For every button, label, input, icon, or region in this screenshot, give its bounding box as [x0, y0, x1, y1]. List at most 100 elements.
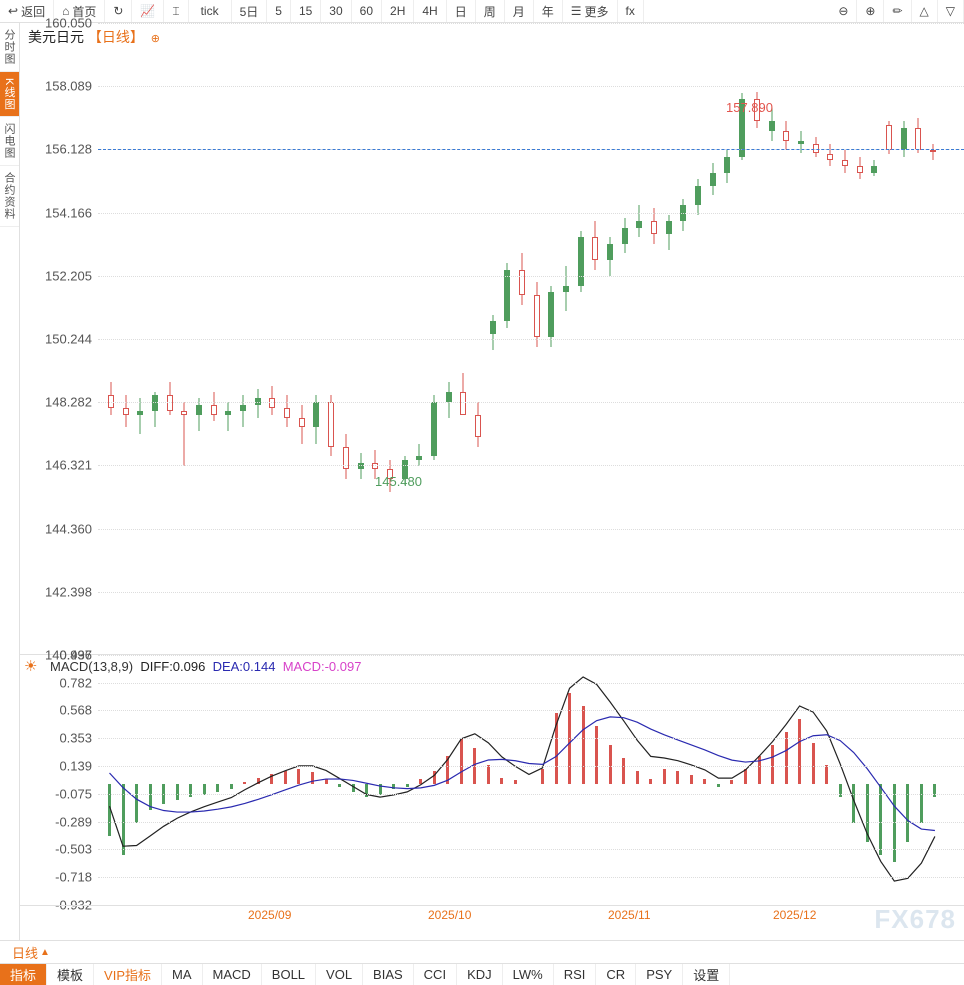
indicator-tab-vip指标[interactable]: VIP指标 — [94, 964, 162, 985]
macd-histogram-bar[interactable] — [297, 769, 300, 785]
refresh-button[interactable]: ↻ — [105, 0, 132, 22]
indicator-tab-lw%[interactable]: LW% — [503, 964, 554, 985]
period-5min-tab[interactable]: 5 — [267, 0, 291, 22]
period-week-tab[interactable]: 周 — [476, 0, 505, 22]
add-indicator-icon[interactable]: ⊕ — [151, 33, 160, 45]
zoom-in-button[interactable]: ⊕ — [857, 0, 884, 22]
indicator-tab-cci[interactable]: CCI — [414, 964, 457, 985]
macd-histogram-bar[interactable] — [744, 769, 747, 785]
macd-histogram-bar[interactable] — [852, 784, 855, 823]
macd-histogram-bar[interactable] — [338, 784, 341, 787]
macd-histogram-bar[interactable] — [717, 784, 720, 787]
macd-histogram-bar[interactable] — [676, 771, 679, 784]
macd-histogram-bar[interactable] — [541, 769, 544, 785]
indicator-tab-psy[interactable]: PSY — [636, 964, 683, 985]
period-15min-tab[interactable]: 15 — [291, 0, 321, 22]
macd-histogram-bar[interactable] — [582, 706, 585, 784]
period-2h-tab[interactable]: 2H — [382, 0, 414, 22]
macd-histogram-bar[interactable] — [798, 719, 801, 784]
price-tick-label: 156.128 — [45, 142, 92, 157]
zoom-out-button[interactable]: ⊖ — [830, 0, 857, 22]
macd-histogram-bar[interactable] — [555, 713, 558, 784]
indicator-tab-指标[interactable]: 指标 — [0, 964, 47, 985]
macd-histogram-bar[interactable] — [500, 778, 503, 784]
macd-histogram-bar[interactable] — [149, 784, 152, 810]
period-year-tab[interactable]: 年 — [534, 0, 563, 22]
sidebar-item-kline[interactable]: K线图 — [0, 72, 19, 117]
chart-type-button[interactable]: 📈 — [132, 0, 164, 22]
indicator-tab-kdj[interactable]: KDJ — [457, 964, 503, 985]
macd-histogram-bar[interactable] — [649, 779, 652, 784]
macd-histogram-bar[interactable] — [230, 784, 233, 789]
macd-histogram-bar[interactable] — [243, 782, 246, 785]
macd-histogram-bar[interactable] — [487, 765, 490, 784]
macd-histogram-bar[interactable] — [270, 774, 273, 784]
macd-histogram-bar[interactable] — [730, 780, 733, 784]
indicator-tab-ma[interactable]: MA — [162, 964, 203, 985]
macd-histogram-bar[interactable] — [636, 771, 639, 784]
macd-histogram-bar[interactable] — [825, 765, 828, 784]
price-tick-label: 148.282 — [45, 395, 92, 410]
period-4h-tab[interactable]: 4H — [414, 0, 446, 22]
macd-histogram-bar[interactable] — [365, 784, 368, 797]
macd-histogram-bar[interactable] — [446, 756, 449, 785]
period-badge[interactable]: 日线 ▲ — [4, 943, 58, 962]
indicator-tab-boll[interactable]: BOLL — [262, 964, 316, 985]
macd-histogram-bar[interactable] — [284, 771, 287, 784]
sidebar-item-contract[interactable]: 合约资料 — [0, 166, 19, 227]
macd-histogram-bar[interactable] — [622, 758, 625, 784]
macd-histogram-bar[interactable] — [812, 743, 815, 784]
triangle-up-button[interactable]: △ — [912, 0, 938, 22]
macd-histogram-bar[interactable] — [257, 778, 260, 784]
macd-histogram-bar[interactable] — [703, 779, 706, 784]
macd-histogram-bar[interactable] — [758, 756, 761, 785]
more-menu-button[interactable]: ☰ 更多 — [563, 0, 618, 22]
period-day-tab[interactable]: 日 — [447, 0, 476, 22]
macd-histogram-bar[interactable] — [433, 771, 436, 784]
macd-histogram-bar[interactable] — [419, 779, 422, 784]
macd-histogram-bar[interactable] — [771, 745, 774, 784]
triangle-up-icon: △ — [920, 4, 929, 18]
sidebar-item-flash[interactable]: 闪电图 — [0, 117, 19, 166]
macd-histogram-bar[interactable] — [595, 726, 598, 784]
macd-histogram-bar[interactable] — [135, 784, 138, 823]
macd-histogram-bar[interactable] — [216, 784, 219, 792]
period-30min-tab[interactable]: 30 — [321, 0, 351, 22]
indicator-tab-设置[interactable]: 设置 — [683, 964, 730, 985]
price-tick-label: 146.321 — [45, 458, 92, 473]
macd-histogram-bar[interactable] — [663, 769, 666, 785]
triangle-down-button[interactable]: ▽ — [938, 0, 964, 22]
macd-histogram-bar[interactable] — [352, 784, 355, 792]
macd-histogram-bar[interactable] — [514, 780, 517, 784]
draw-button[interactable]: ✏ — [884, 0, 911, 22]
macd-histogram-bar[interactable] — [839, 784, 842, 797]
macd-histogram-bar[interactable] — [406, 784, 409, 787]
macd-histogram-bar[interactable] — [176, 784, 179, 800]
macd-histogram-bar[interactable] — [460, 739, 463, 784]
macd-histogram-bar[interactable] — [690, 775, 693, 784]
macd-plot-region[interactable] — [98, 655, 964, 905]
indicator-tab-vol[interactable]: VOL — [316, 964, 363, 985]
indicator-tab-macd[interactable]: MACD — [203, 964, 262, 985]
indicator-tab-cr[interactable]: CR — [596, 964, 636, 985]
sidebar-item-timeshare[interactable]: 分时图 — [0, 23, 19, 72]
period-month-tab[interactable]: 月 — [505, 0, 534, 22]
indicator-tab-bias[interactable]: BIAS — [363, 964, 414, 985]
macd-histogram-bar[interactable] — [325, 779, 328, 784]
macd-histogram-bar[interactable] — [189, 784, 192, 797]
period-60min-tab[interactable]: 60 — [352, 0, 382, 22]
macd-title: MACD(13,8,9) DIFF:0.096 DEA:0.144 MACD:-… — [50, 659, 361, 674]
macd-histogram-bar[interactable] — [609, 745, 612, 784]
indicator-tab-rsi[interactable]: RSI — [554, 964, 597, 985]
tick-tab[interactable]: tick — [189, 0, 232, 22]
depth-button[interactable]: ⌶ — [164, 0, 188, 22]
price-gridline — [98, 529, 964, 530]
fx-button[interactable]: fx — [618, 0, 644, 22]
period-5day-tab[interactable]: 5日 — [232, 0, 268, 22]
indicator-tab-模板[interactable]: 模板 — [47, 964, 94, 985]
macd-histogram-bar[interactable] — [392, 784, 395, 789]
macd-histogram-bar[interactable] — [920, 784, 923, 823]
macd-histogram-bar[interactable] — [311, 772, 314, 784]
macd-histogram-bar[interactable] — [785, 732, 788, 784]
macd-histogram-bar[interactable] — [108, 784, 111, 836]
